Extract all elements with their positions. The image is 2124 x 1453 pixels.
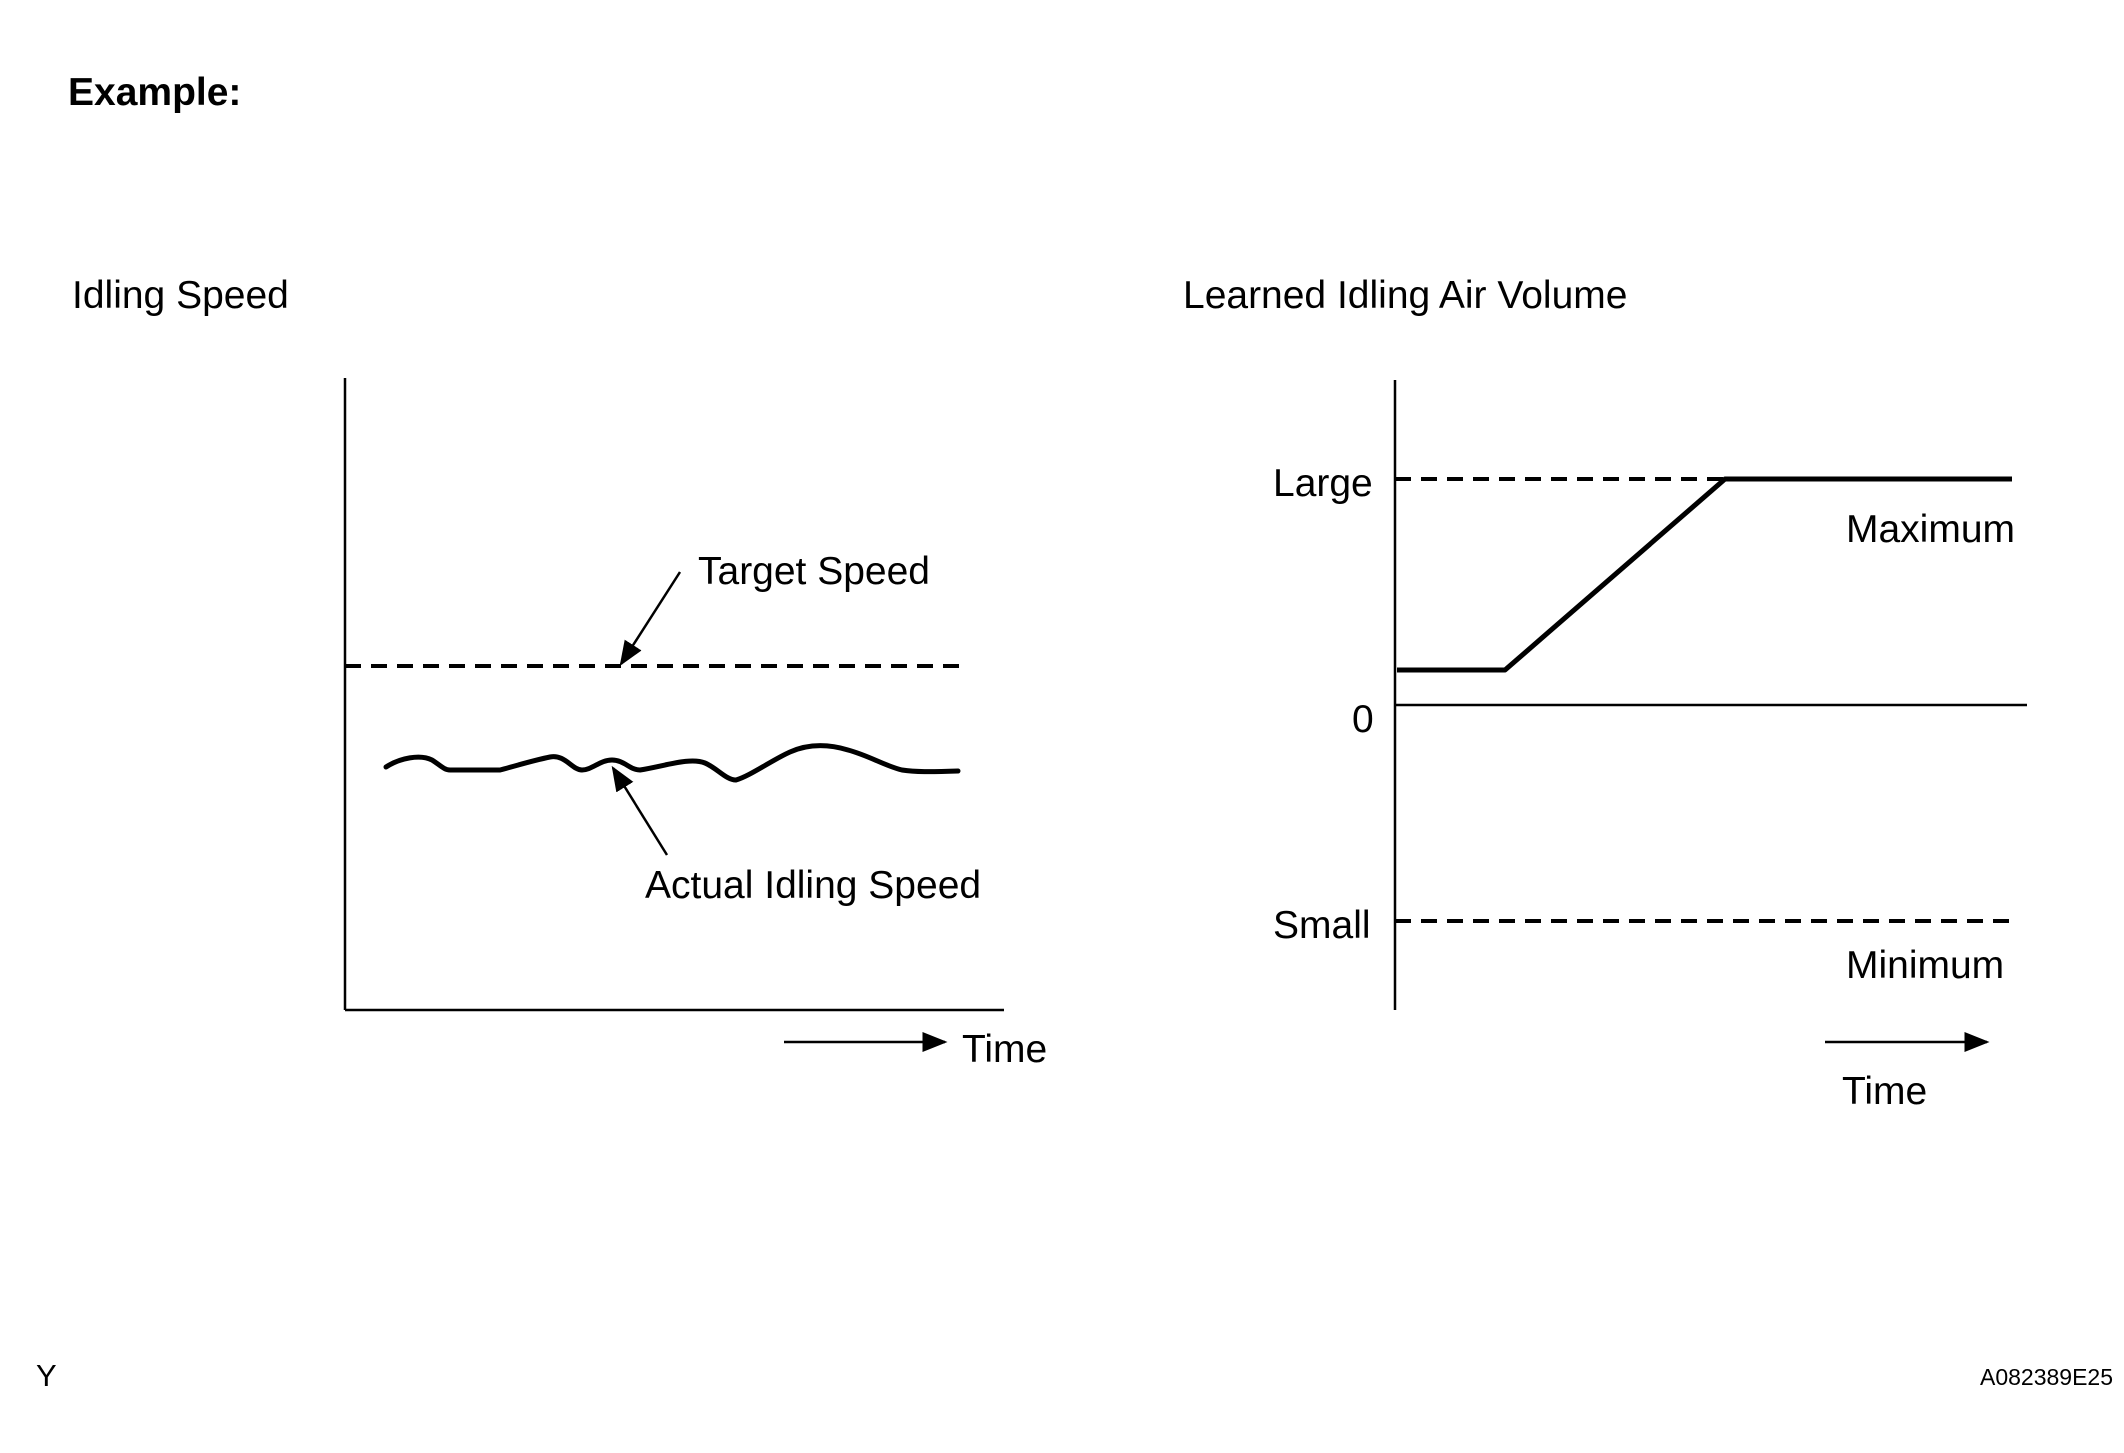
target-pointer-arrow — [619, 571, 682, 667]
footer-left-code: Y — [36, 1358, 57, 1393]
actual-pointer-arrow — [611, 765, 669, 856]
left-time-label: Time — [962, 1028, 1048, 1071]
minimum-label: Minimum — [1846, 944, 2005, 987]
y-large-label: Large — [1273, 462, 1373, 505]
left-chart — [343, 378, 1004, 1052]
example-heading: Example: — [68, 71, 242, 114]
actual-idling-speed-label: Actual Idling Speed — [645, 864, 982, 907]
right-chart — [1393, 380, 2027, 1052]
left-chart-title: Idling Speed — [72, 274, 289, 317]
actual-idling-speed-line — [383, 743, 961, 783]
figure-id: A082389E25 — [1980, 1364, 2114, 1390]
right-chart-title: Learned Idling Air Volume — [1183, 274, 1628, 317]
target-speed-label: Target Speed — [698, 550, 931, 593]
y-zero-label: 0 — [1352, 698, 1374, 741]
maximum-label: Maximum — [1846, 508, 2016, 551]
right-time-label: Time — [1842, 1070, 1928, 1113]
learned-air-volume-line — [1397, 476, 2012, 673]
y-small-label: Small — [1273, 904, 1371, 947]
